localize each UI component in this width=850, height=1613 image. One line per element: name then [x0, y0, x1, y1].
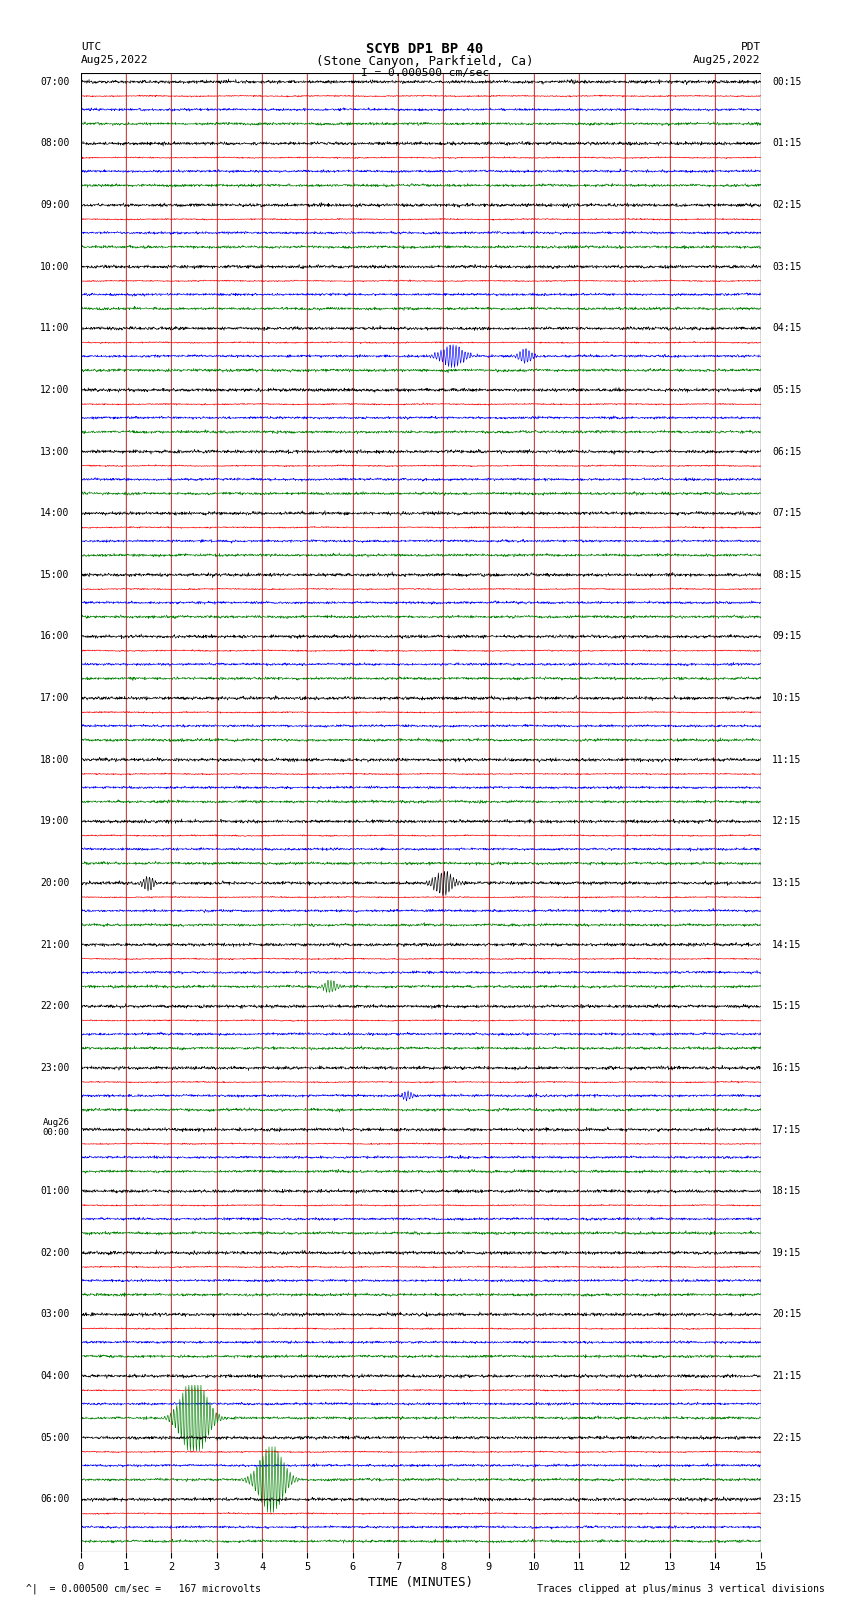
Text: 11:00: 11:00: [40, 323, 70, 334]
Text: 02:15: 02:15: [772, 200, 802, 210]
Text: 23:00: 23:00: [40, 1063, 70, 1073]
Text: 04:15: 04:15: [772, 323, 802, 334]
Text: 01:15: 01:15: [772, 139, 802, 148]
Text: 11:15: 11:15: [772, 755, 802, 765]
Text: 14:15: 14:15: [772, 940, 802, 950]
Text: Aug25,2022: Aug25,2022: [694, 55, 761, 65]
Text: 08:00: 08:00: [40, 139, 70, 148]
Text: 00:15: 00:15: [772, 77, 802, 87]
Text: 23:15: 23:15: [772, 1494, 802, 1505]
Text: (Stone Canyon, Parkfield, Ca): (Stone Canyon, Parkfield, Ca): [316, 55, 534, 68]
Text: 15:00: 15:00: [40, 569, 70, 579]
Text: 20:00: 20:00: [40, 877, 70, 889]
Text: Aug25,2022: Aug25,2022: [81, 55, 148, 65]
Text: 01:00: 01:00: [40, 1186, 70, 1197]
Text: ^|  = 0.000500 cm/sec =   167 microvolts: ^| = 0.000500 cm/sec = 167 microvolts: [26, 1582, 260, 1594]
Text: 13:00: 13:00: [40, 447, 70, 456]
Text: 02:00: 02:00: [40, 1248, 70, 1258]
Text: 07:00: 07:00: [40, 77, 70, 87]
Text: 10:00: 10:00: [40, 261, 70, 271]
Text: 22:15: 22:15: [772, 1432, 802, 1442]
Text: UTC: UTC: [81, 42, 101, 52]
Text: 08:15: 08:15: [772, 569, 802, 579]
Text: 04:00: 04:00: [40, 1371, 70, 1381]
Text: 22:00: 22:00: [40, 1002, 70, 1011]
Text: I = 0.000500 cm/sec: I = 0.000500 cm/sec: [361, 68, 489, 77]
Text: 17:15: 17:15: [772, 1124, 802, 1134]
Text: 16:15: 16:15: [772, 1063, 802, 1073]
Text: 16:00: 16:00: [40, 632, 70, 642]
Text: 00:00: 00:00: [42, 1127, 70, 1137]
Text: 21:00: 21:00: [40, 940, 70, 950]
Text: 05:00: 05:00: [40, 1432, 70, 1442]
Text: 09:00: 09:00: [40, 200, 70, 210]
Text: 12:00: 12:00: [40, 386, 70, 395]
Text: 09:15: 09:15: [772, 632, 802, 642]
Text: 18:00: 18:00: [40, 755, 70, 765]
Text: 05:15: 05:15: [772, 386, 802, 395]
Text: 19:15: 19:15: [772, 1248, 802, 1258]
Text: Traces clipped at plus/minus 3 vertical divisions: Traces clipped at plus/minus 3 vertical …: [536, 1584, 824, 1594]
Text: 20:15: 20:15: [772, 1310, 802, 1319]
Text: 14:00: 14:00: [40, 508, 70, 518]
X-axis label: TIME (MINUTES): TIME (MINUTES): [368, 1576, 473, 1589]
Text: 17:00: 17:00: [40, 694, 70, 703]
Text: 03:15: 03:15: [772, 261, 802, 271]
Text: 03:00: 03:00: [40, 1310, 70, 1319]
Text: 15:15: 15:15: [772, 1002, 802, 1011]
Text: 07:15: 07:15: [772, 508, 802, 518]
Text: 21:15: 21:15: [772, 1371, 802, 1381]
Text: 06:15: 06:15: [772, 447, 802, 456]
Text: PDT: PDT: [740, 42, 761, 52]
Text: Aug26: Aug26: [42, 1118, 70, 1126]
Text: 18:15: 18:15: [772, 1186, 802, 1197]
Text: 12:15: 12:15: [772, 816, 802, 826]
Text: 06:00: 06:00: [40, 1494, 70, 1505]
Text: 13:15: 13:15: [772, 877, 802, 889]
Text: 19:00: 19:00: [40, 816, 70, 826]
Text: SCYB DP1 BP 40: SCYB DP1 BP 40: [366, 42, 484, 56]
Text: 10:15: 10:15: [772, 694, 802, 703]
